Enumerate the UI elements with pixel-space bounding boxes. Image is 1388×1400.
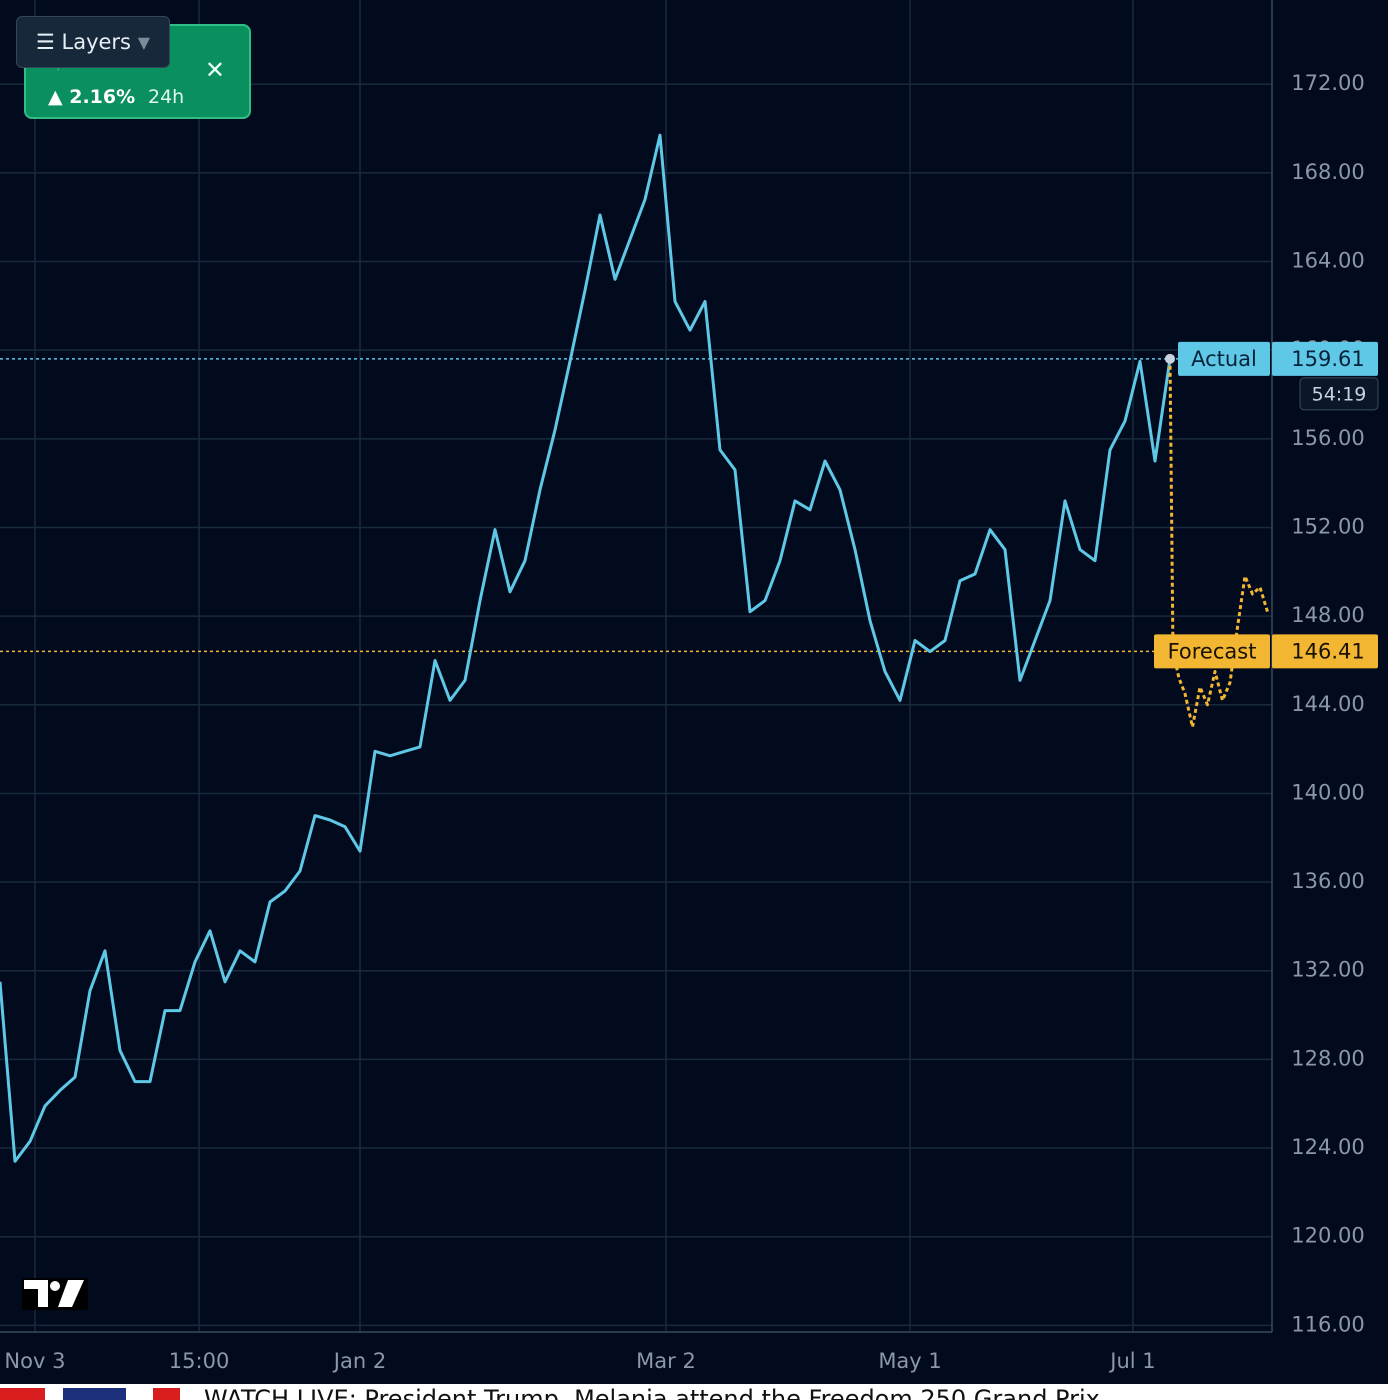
y-tick-label: 140.00 [1291, 780, 1364, 804]
y-tick-label: 124.00 [1291, 1135, 1364, 1159]
y-tick-label: 172.00 [1291, 71, 1364, 95]
series-tag-label: Actual [1191, 347, 1257, 371]
y-tick-label: 136.00 [1291, 869, 1364, 893]
x-tick-label: Jul 1 [1108, 1349, 1155, 1373]
y-tick-label: 132.00 [1291, 958, 1364, 982]
countdown-box [1299, 377, 1379, 411]
grid [0, 0, 1272, 1332]
y-tick-label: 116.00 [1291, 1312, 1364, 1336]
y-tick-label: 120.00 [1291, 1224, 1364, 1248]
x-tick-label: May 1 [878, 1349, 941, 1373]
close-button[interactable]: ✕ [204, 56, 225, 84]
y-tick-label: 152.00 [1291, 514, 1364, 538]
logo [22, 1278, 88, 1310]
y-tick-label: 168.00 [1291, 160, 1364, 184]
y-tick-label: 148.00 [1291, 603, 1364, 627]
layers-label: Layers [61, 30, 132, 54]
price-tag-label: 146.41 [1291, 639, 1364, 663]
series-tag [1178, 341, 1270, 376]
x-tick-label: 15:00 [169, 1349, 230, 1373]
price-tag [1272, 341, 1378, 376]
y-tick-label: 144.00 [1291, 692, 1364, 716]
card-change: ▲ 2.16% [48, 86, 136, 108]
series-tag [1154, 634, 1270, 669]
countdown: 54:19 [1312, 383, 1367, 405]
flag-image [0, 1388, 180, 1400]
news-ticker[interactable]: WATCH LIVE: President Trump, Melania att… [0, 1384, 1388, 1400]
x-tick-label: Nov 3 [4, 1349, 65, 1373]
series-line [1168, 358, 1269, 729]
layers-button[interactable]: ☰ Layers ▼ [16, 16, 170, 68]
last-point [1165, 353, 1175, 364]
x-tick-label: Jan 2 [332, 1349, 386, 1373]
series-tag-label: Forecast [1168, 639, 1257, 663]
series-line [0, 133, 1172, 1163]
y-tick-label: 156.00 [1291, 426, 1364, 450]
price-tag [1272, 634, 1378, 669]
card-period: 24h [148, 86, 185, 108]
ticker-text: WATCH LIVE: President Trump, Melania att… [204, 1385, 1100, 1400]
y-tick-label: 164.00 [1291, 249, 1364, 273]
price-tag-label: 159.61 [1291, 347, 1364, 371]
x-tick-label: Mar 2 [636, 1349, 696, 1373]
y-tick-label: 128.00 [1291, 1046, 1364, 1070]
